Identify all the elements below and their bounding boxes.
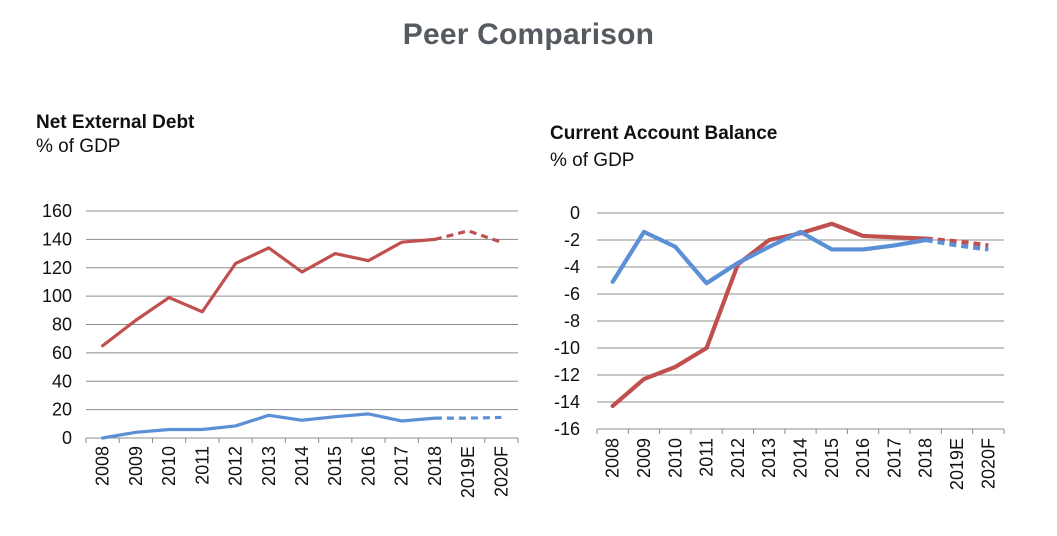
x-tick-label: 2011 [192,446,212,485]
y-tick-label: -6 [564,284,580,304]
y-tick-label: 60 [52,343,72,363]
x-tick-label: 2016 [358,446,378,486]
x-tick-label: 2016 [853,438,873,478]
y-tick-label: 20 [52,400,72,420]
y-tick-label: 0 [62,428,72,448]
x-tick-label: 2013 [259,446,279,486]
y-tick-label: -4 [564,257,580,277]
y-tick-label: 40 [52,371,72,391]
x-tick-label: 2015 [822,438,842,478]
series-1-line-forecast [925,237,989,252]
x-tick-label: 2020F [491,446,511,497]
x-tick-label: 2008 [93,446,113,486]
chart-title-net-external-debt: Net External Debt [36,112,195,133]
series-0-line-actual [610,221,928,409]
x-tick-label: 2011 [697,438,717,477]
x-tick-label: 2010 [159,446,179,486]
y-tick-label: 120 [42,258,72,278]
x-tick-label: 2019E [947,438,967,490]
y-tick-label: -14 [554,392,580,412]
x-tick-label: 2017 [884,438,904,478]
x-tick-label: 2018 [916,438,936,478]
y-tick-label: 140 [42,229,72,249]
y-tick-label: -8 [564,311,580,331]
x-tick-label: 2012 [728,438,748,478]
y-tick-label: -16 [554,419,580,439]
x-tick-label: 2015 [325,446,345,486]
x-tick-label: 2013 [759,438,779,478]
x-tick-label: 2014 [292,446,312,486]
x-tick-label: 2012 [226,446,246,486]
x-tick-label: 2010 [665,438,685,478]
y-tick-label: -12 [554,365,580,385]
y-tick-label: 0 [570,203,580,223]
x-tick-label: 2014 [791,438,811,478]
chart-subtitle-net-external-debt: % of GDP [36,136,121,157]
y-tick-label: 160 [42,201,72,221]
x-tick-label: 2009 [126,446,146,486]
page-title: Peer Comparison [402,18,655,51]
chart-title-current-account: Current Account Balance [550,123,778,144]
y-tick-label: -2 [564,230,580,250]
x-tick-label: 2020F [978,438,998,489]
chart-subtitle-current-account: % of GDP [550,150,635,171]
y-tick-label: 100 [42,286,72,306]
series-0-line-forecast [925,236,989,248]
x-tick-label: 2009 [634,438,654,478]
y-tick-label: 80 [52,315,72,335]
y-tick-label: -10 [554,338,580,358]
x-tick-label: 2008 [603,438,623,478]
x-tick-label: 2018 [425,446,445,486]
x-tick-label: 2019E [458,446,478,498]
x-tick-label: 2017 [392,446,412,486]
